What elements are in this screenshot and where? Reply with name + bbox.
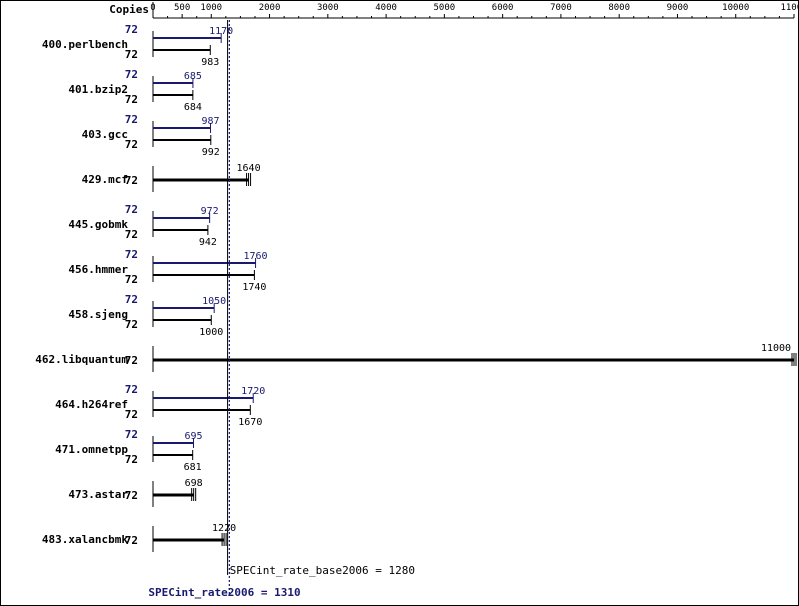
value-label: 1640 <box>237 163 261 174</box>
copies-count-peak: 72 <box>125 293 138 306</box>
value-label: 1220 <box>212 523 236 534</box>
benchmark-label: 458.sjeng <box>68 308 128 321</box>
value-label-base: 1740 <box>242 282 266 293</box>
benchmark-label: 401.bzip2 <box>68 83 128 96</box>
value-label-peak: 685 <box>184 71 202 82</box>
copies-count: 72 <box>125 174 138 187</box>
copies-count-base: 72 <box>125 318 138 331</box>
x-tick-label: 7000 <box>550 3 572 13</box>
copies-count-peak: 72 <box>125 113 138 126</box>
value-label-peak: 987 <box>201 116 219 127</box>
value-label-peak: 1720 <box>241 386 265 397</box>
value-label-peak: 972 <box>201 206 219 217</box>
copies-count-base: 72 <box>125 408 138 421</box>
benchmark-label: 483.xalancbmk <box>42 533 128 546</box>
x-tick-label: 11000 <box>780 3 799 13</box>
x-tick-label: 8000 <box>608 3 630 13</box>
x-tick-label: 500 <box>174 3 190 13</box>
x-tick-label: 5000 <box>434 3 456 13</box>
benchmark-label: 403.gcc <box>82 128 128 141</box>
value-label-base: 942 <box>199 237 217 248</box>
copies-count: 72 <box>125 354 138 367</box>
benchmark-label: 456.hmmer <box>68 263 128 276</box>
value-label-peak: 1170 <box>209 26 233 37</box>
x-tick-label: 6000 <box>492 3 514 13</box>
x-tick-label: 0 <box>150 3 155 13</box>
benchmark-label: 429.mcf <box>82 173 128 186</box>
benchmark-label: 464.h264ref <box>55 398 128 411</box>
benchmark-label: 462.libquantum <box>35 353 128 366</box>
benchmark-label: 471.omnetpp <box>55 443 128 456</box>
copies-count-peak: 72 <box>125 248 138 261</box>
value-label-peak: 1760 <box>244 251 268 262</box>
value-label: 698 <box>185 478 203 489</box>
copies-count-base: 72 <box>125 273 138 286</box>
copies-count-base: 72 <box>125 228 138 241</box>
benchmark-label: 473.astar <box>68 488 128 501</box>
value-label-base: 681 <box>184 462 202 473</box>
benchmark-label: 400.perlbench <box>42 38 128 51</box>
peak-metric-label: SPECint_rate2006 = 1310 <box>148 586 300 599</box>
benchmark-label: 445.gobmk <box>68 218 128 231</box>
value-label-base: 1000 <box>199 327 223 338</box>
x-tick-label: 10000 <box>722 3 749 13</box>
x-tick-label: 4000 <box>375 3 397 13</box>
value-label-base: 992 <box>202 147 220 158</box>
copies-count: 72 <box>125 489 138 502</box>
x-tick-label: 2000 <box>259 3 281 13</box>
value-label-base: 983 <box>201 57 219 68</box>
x-tick-label: 1000 <box>200 3 222 13</box>
copies-count-peak: 72 <box>125 68 138 81</box>
copies-count-base: 72 <box>125 93 138 106</box>
copies-count-base: 72 <box>125 138 138 151</box>
copies-count-peak: 72 <box>125 428 138 441</box>
copies-count: 72 <box>125 534 138 547</box>
copies-count-peak: 72 <box>125 203 138 216</box>
copies-count-peak: 72 <box>125 23 138 36</box>
base-metric-label: SPECint_rate_base2006 = 1280 <box>230 564 415 577</box>
copies-count-peak: 72 <box>125 383 138 396</box>
value-label-peak: 695 <box>184 431 202 442</box>
value-label-base: 684 <box>184 102 202 113</box>
x-tick-label: 3000 <box>317 3 339 13</box>
value-label: 11000 <box>761 343 791 354</box>
value-label-base: 1670 <box>238 417 262 428</box>
copies-header: Copies <box>109 3 149 16</box>
copies-count-base: 72 <box>125 453 138 466</box>
copies-count-base: 72 <box>125 48 138 61</box>
x-tick-label: 9000 <box>667 3 689 13</box>
value-label-peak: 1050 <box>202 296 226 307</box>
